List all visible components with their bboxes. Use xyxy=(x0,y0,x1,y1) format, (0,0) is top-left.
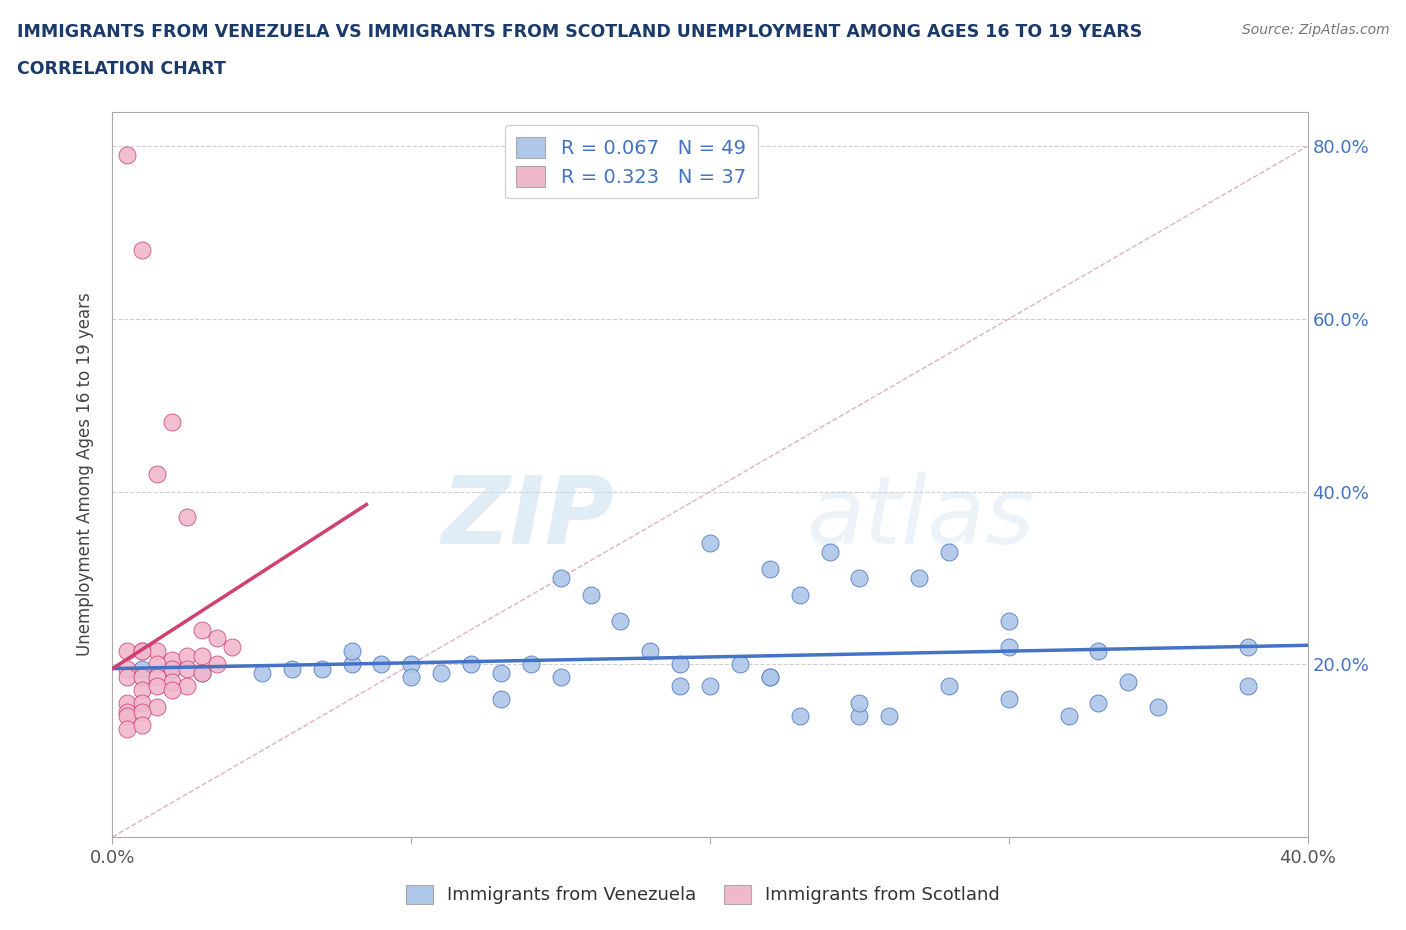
Point xyxy=(401,670,423,684)
Point xyxy=(146,657,169,671)
Point xyxy=(938,545,960,560)
Point xyxy=(818,545,841,560)
Point xyxy=(131,704,153,719)
Point xyxy=(281,661,304,676)
Point xyxy=(117,147,139,162)
Point xyxy=(146,644,169,658)
Point xyxy=(131,696,153,711)
Point xyxy=(131,644,153,658)
Point xyxy=(191,648,214,663)
Legend: R = 0.067   N = 49, R = 0.323   N = 37: R = 0.067 N = 49, R = 0.323 N = 37 xyxy=(505,125,758,198)
Point xyxy=(669,679,692,694)
Point xyxy=(789,588,811,603)
Point xyxy=(131,717,153,732)
Point xyxy=(176,679,198,694)
Point xyxy=(162,661,183,676)
Point xyxy=(131,644,153,658)
Point xyxy=(117,661,139,676)
Point xyxy=(117,644,139,658)
Point xyxy=(489,691,512,706)
Point xyxy=(117,709,139,724)
Point xyxy=(146,467,169,482)
Point xyxy=(489,666,512,681)
Point xyxy=(117,704,139,719)
Point xyxy=(1147,700,1170,715)
Text: ZIP: ZIP xyxy=(441,472,614,564)
Point xyxy=(131,670,153,684)
Point xyxy=(879,709,901,724)
Point xyxy=(430,666,453,681)
Point xyxy=(131,243,153,258)
Point xyxy=(609,614,631,629)
Point xyxy=(176,648,198,663)
Point xyxy=(146,670,169,684)
Point xyxy=(699,536,721,551)
Point xyxy=(162,661,183,676)
Point xyxy=(162,653,183,668)
Point xyxy=(117,696,139,711)
Point xyxy=(998,614,1021,629)
Point xyxy=(221,640,243,655)
Point xyxy=(191,666,214,681)
Point xyxy=(998,691,1021,706)
Point xyxy=(205,631,228,645)
Point xyxy=(176,661,198,676)
Point xyxy=(550,670,572,684)
Legend: Immigrants from Venezuela, Immigrants from Scotland: Immigrants from Venezuela, Immigrants fr… xyxy=(399,878,1007,911)
Point xyxy=(759,670,782,684)
Point xyxy=(117,670,139,684)
Point xyxy=(550,570,572,585)
Point xyxy=(370,657,392,671)
Point xyxy=(340,657,363,671)
Point xyxy=(1237,640,1260,655)
Point xyxy=(176,510,198,525)
Point xyxy=(131,683,153,698)
Point xyxy=(191,666,214,681)
Point xyxy=(1057,709,1080,724)
Point xyxy=(640,644,662,658)
Text: atlas: atlas xyxy=(806,472,1033,564)
Point xyxy=(1118,674,1140,689)
Point xyxy=(848,570,870,585)
Point xyxy=(728,657,751,671)
Point xyxy=(1087,644,1109,658)
Text: CORRELATION CHART: CORRELATION CHART xyxy=(17,60,226,78)
Point xyxy=(401,657,423,671)
Point xyxy=(579,588,602,603)
Point xyxy=(759,562,782,577)
Y-axis label: Unemployment Among Ages 16 to 19 years: Unemployment Among Ages 16 to 19 years xyxy=(76,292,94,657)
Point xyxy=(998,640,1021,655)
Point xyxy=(938,679,960,694)
Point xyxy=(789,709,811,724)
Point xyxy=(162,683,183,698)
Point xyxy=(146,679,169,694)
Point xyxy=(205,657,228,671)
Point xyxy=(669,657,692,671)
Point xyxy=(131,661,153,676)
Point xyxy=(848,709,870,724)
Point xyxy=(908,570,931,585)
Point xyxy=(162,674,183,689)
Point xyxy=(250,666,273,681)
Text: Source: ZipAtlas.com: Source: ZipAtlas.com xyxy=(1241,23,1389,37)
Point xyxy=(520,657,543,671)
Point xyxy=(146,700,169,715)
Point xyxy=(311,661,333,676)
Point xyxy=(1087,696,1109,711)
Point xyxy=(340,644,363,658)
Text: IMMIGRANTS FROM VENEZUELA VS IMMIGRANTS FROM SCOTLAND UNEMPLOYMENT AMONG AGES 16: IMMIGRANTS FROM VENEZUELA VS IMMIGRANTS … xyxy=(17,23,1142,41)
Point xyxy=(699,679,721,694)
Point xyxy=(759,670,782,684)
Point xyxy=(460,657,482,671)
Point xyxy=(117,722,139,737)
Point xyxy=(848,696,870,711)
Point xyxy=(1237,679,1260,694)
Point xyxy=(191,622,214,637)
Point xyxy=(162,415,183,430)
